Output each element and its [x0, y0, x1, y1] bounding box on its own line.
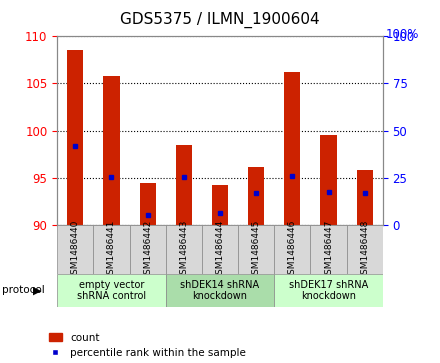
Bar [274, 225, 311, 274]
Text: GSM1486445: GSM1486445 [252, 219, 260, 280]
Text: GSM1486444: GSM1486444 [216, 220, 224, 280]
Text: GDS5375 / ILMN_1900604: GDS5375 / ILMN_1900604 [120, 12, 320, 28]
Text: 100%: 100% [385, 28, 419, 41]
Text: GSM1486446: GSM1486446 [288, 219, 297, 280]
Bar [57, 225, 93, 274]
Text: shDEK17 shRNA
knockdown: shDEK17 shRNA knockdown [289, 280, 368, 301]
Text: GSM1486441: GSM1486441 [107, 219, 116, 280]
Bar [166, 225, 202, 274]
Bar [176, 145, 192, 225]
Legend: count, percentile rank within the sample: count, percentile rank within the sample [49, 333, 246, 358]
Bar [356, 170, 373, 225]
Text: GSM1486443: GSM1486443 [180, 219, 188, 280]
Bar [57, 274, 166, 307]
Text: GSM1486448: GSM1486448 [360, 219, 369, 280]
Bar [320, 135, 337, 225]
Bar [93, 225, 129, 274]
Text: shDEK14 shRNA
knockdown: shDEK14 shRNA knockdown [180, 280, 260, 301]
Bar [129, 225, 166, 274]
Text: GSM1486442: GSM1486442 [143, 220, 152, 280]
Bar [139, 183, 156, 225]
Bar [311, 225, 347, 274]
Bar [212, 185, 228, 225]
Bar [103, 76, 120, 225]
Bar [248, 167, 264, 225]
Bar [274, 274, 383, 307]
Text: ▶: ▶ [33, 285, 42, 295]
Bar [166, 274, 274, 307]
Text: protocol: protocol [2, 285, 45, 295]
Bar [202, 225, 238, 274]
Text: GSM1486440: GSM1486440 [71, 219, 80, 280]
Text: empty vector
shRNA control: empty vector shRNA control [77, 280, 146, 301]
Bar [284, 72, 301, 225]
Bar [238, 225, 274, 274]
Text: GSM1486447: GSM1486447 [324, 219, 333, 280]
Bar [347, 225, 383, 274]
Bar [67, 50, 84, 225]
